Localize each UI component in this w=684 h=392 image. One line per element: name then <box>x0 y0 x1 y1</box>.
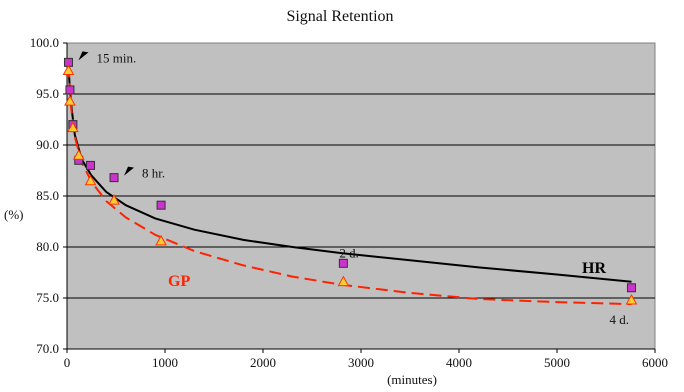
annotation-arrow <box>124 166 135 176</box>
y-tick-label: 80.0 <box>36 239 59 254</box>
x-tick-label: 3000 <box>348 355 374 370</box>
grid-layer <box>67 93 655 299</box>
y-tick-label: 95.0 <box>36 86 59 101</box>
annotation-label: 15 min. <box>96 50 136 65</box>
marker-hr <box>65 85 75 95</box>
marker-gp <box>155 234 167 246</box>
y-tick-label: 70.0 <box>36 341 59 356</box>
annotation-label: 8 hr. <box>142 166 165 181</box>
y-tick-label: 100.0 <box>30 35 59 50</box>
marker-gp <box>625 294 638 305</box>
annotation-label: 4 d. <box>609 312 629 327</box>
x-tick-label: 1000 <box>152 355 178 370</box>
marker-gp <box>337 275 350 287</box>
x-tick-label: 2000 <box>250 355 276 370</box>
marker-gp <box>64 95 76 106</box>
chart-title: Signal Retention <box>286 8 393 25</box>
marker-hr <box>338 258 348 268</box>
annotation-arrow <box>78 51 89 61</box>
annotations: 15 min. 8 hr. 2 d. 4 d. <box>78 50 629 327</box>
marker-gp <box>84 174 97 186</box>
marker-hr <box>156 200 166 210</box>
x-tick-label: 5000 <box>544 355 570 370</box>
series-label-hr: HR <box>582 260 606 277</box>
y-tick-label: 85.0 <box>36 188 59 203</box>
marker-hr <box>86 160 96 170</box>
trend-lines <box>67 65 632 306</box>
marker-gp <box>62 64 75 76</box>
annotation-label: 2 d. <box>339 245 359 260</box>
x-tick-label: 0 <box>64 355 71 370</box>
marker-gp <box>72 149 85 160</box>
y-axis-label: (%) <box>4 207 24 222</box>
series-label-gp: GP <box>168 273 190 290</box>
x-axis-label: (minutes) <box>387 372 437 387</box>
x-tick-label: 4000 <box>446 355 472 370</box>
axes-layer: 70.0 75.0 80.0 85.0 90.0 95.0 100.0 0 1000 2000 30… <box>30 35 668 370</box>
y-tick-label: 75.0 <box>36 290 59 305</box>
data-markers <box>62 57 638 305</box>
marker-gp <box>67 121 79 133</box>
marker-hr <box>109 173 119 183</box>
x-tick-label: 6000 <box>642 355 668 370</box>
marker-hr <box>626 283 636 293</box>
y-tick-label: 90.0 <box>36 137 59 152</box>
marker-gp <box>108 194 120 205</box>
trend-line-gp <box>67 65 632 306</box>
